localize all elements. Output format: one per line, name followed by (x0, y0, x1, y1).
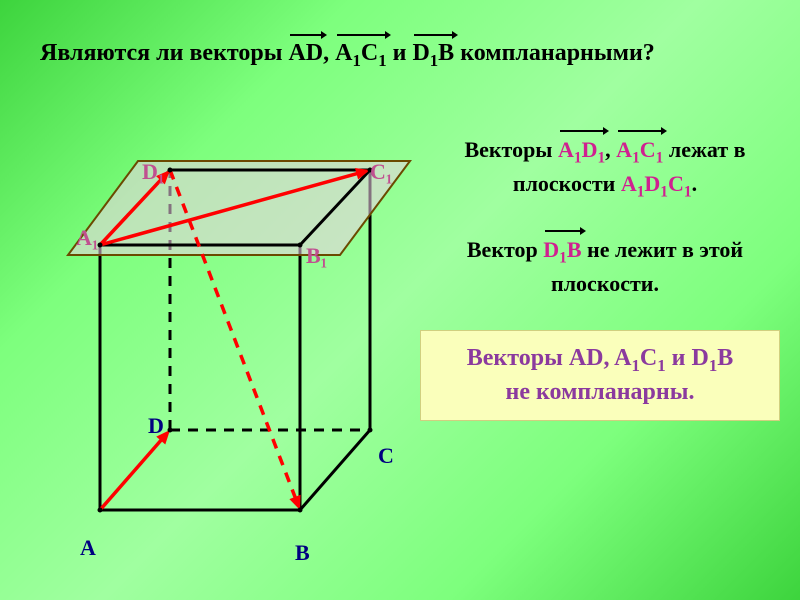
vec-A1D1: A1D1 (558, 135, 605, 169)
vertex-label-B1: B₁ (306, 243, 327, 269)
vertex-label-A1: A₁ (76, 225, 98, 251)
cube-diagram: ABCDA₁B₁C₁D₁ (40, 115, 420, 545)
vertex-label-A: A (80, 535, 96, 561)
vec-A1C1: A1C1 (335, 40, 386, 71)
plane-A1D1C1: A1D1C1 (621, 171, 692, 196)
vec-AD: AD (288, 40, 323, 67)
vec-D1B: D1B (412, 40, 454, 71)
vec-A1C1-b: A1C1 (616, 135, 663, 169)
statement-2: Вектор D1B не лежит в этой плоскости. (430, 235, 780, 300)
vertex-label-C: C (378, 443, 394, 469)
vertex-label-B: B (295, 540, 310, 566)
question-title: Являются ли векторы AD, A1C1 и D1B компл… (40, 40, 655, 71)
title-prefix: Являются ли векторы (40, 40, 288, 66)
vertex-label-D1: D₁ (142, 159, 164, 185)
statement-1: Векторы A1D1, A1C1 лежат в плоскости A1D… (430, 135, 780, 203)
vec-D1B-b: D1B (543, 235, 581, 269)
conclusion-box: Векторы AD, A1C1 и D1B не компланарны. (420, 330, 780, 421)
vertex-label-D: D (148, 413, 164, 439)
vertex-label-C1: C₁ (370, 159, 392, 185)
